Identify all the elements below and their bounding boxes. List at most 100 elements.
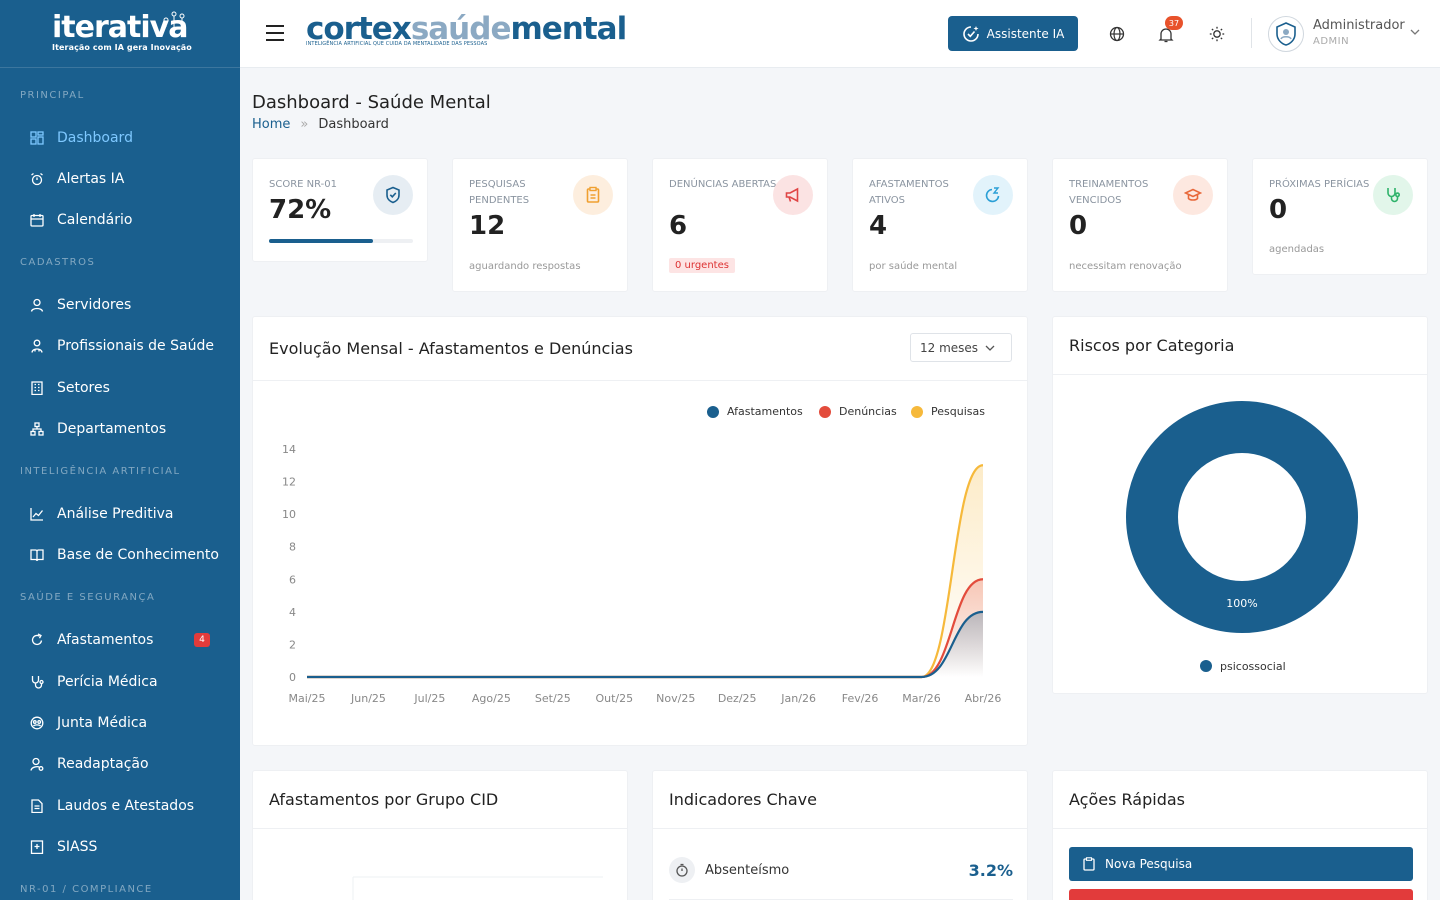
stat-card: TREINAMENTOS VENCIDOS 0 necessitam renov…: [1052, 158, 1228, 292]
sidebar-item-label: Junta Médica: [57, 715, 148, 731]
notifications-bell-icon[interactable]: [1158, 27, 1174, 43]
series-area: [307, 611, 983, 677]
menu-toggle-icon[interactable]: [266, 25, 284, 41]
ia-assistant-button[interactable]: Assistente IA: [948, 16, 1078, 51]
sidebar-item-label: Laudos e Atestados: [57, 798, 195, 814]
y-tick-label: 12: [282, 476, 296, 489]
series-area: [307, 579, 983, 677]
logo-tagline: Iteração com IA gera Inovação: [52, 43, 192, 52]
actions-card-title: Ações Rápidas: [1053, 771, 1427, 829]
group-icon: [30, 716, 44, 730]
stat-footnote: aguardando respostas: [469, 261, 581, 272]
sidebar-item-junta-medica[interactable]: Junta Médica: [0, 705, 240, 741]
sidebar-item-servidores[interactable]: Servidores: [0, 287, 240, 323]
legend-item[interactable]: Afastamentos: [707, 405, 803, 418]
timer-icon: [669, 857, 695, 883]
stat-card: AFASTAMENTOS ATIVOS 4 por saúde mental: [852, 158, 1028, 292]
x-tick-label: Ago/25: [472, 692, 511, 705]
x-tick-label: Fev/26: [842, 692, 879, 705]
stat-value: 72%: [269, 195, 332, 225]
sidebar-item-dashboard[interactable]: Dashboard: [0, 120, 240, 156]
notifications-count-badge: 37: [1165, 16, 1183, 30]
legend-label[interactable]: psicossocial: [1220, 660, 1286, 673]
doctor-icon: [30, 339, 44, 353]
legend-label: Denúncias: [839, 405, 897, 418]
legend-label: Pesquisas: [931, 405, 985, 418]
sidebar-item-laudos-e-atestados[interactable]: Laudos e Atestados: [0, 788, 240, 824]
book-icon: [30, 548, 44, 562]
quick-action-button-2[interactable]: [1069, 889, 1413, 900]
cid-card-title: Afastamentos por Grupo CID: [253, 771, 627, 829]
stethoscope-icon: [30, 675, 44, 689]
stat-label: PESQUISAS PENDENTES: [469, 179, 530, 206]
stat-footnote: agendadas: [1269, 244, 1325, 255]
sidebar-item-calendario[interactable]: Calendário: [0, 202, 240, 238]
legend-dot: [911, 405, 923, 418]
legend-dot: [1200, 660, 1212, 672]
avatar[interactable]: [1268, 16, 1304, 52]
x-tick-label: Set/25: [535, 692, 571, 705]
sidebar-item-siass[interactable]: SIASS: [0, 829, 240, 865]
legend-item[interactable]: Denúncias: [819, 405, 897, 418]
sidebar-item-label: Dashboard: [57, 130, 133, 146]
x-tick-label: Jul/25: [413, 692, 445, 705]
sidebar-item-readaptacao[interactable]: Readaptação: [0, 746, 240, 782]
theme-sun-icon[interactable]: [1209, 26, 1225, 42]
donut-slice[interactable]: [1126, 401, 1358, 633]
evolution-card: Evolução Mensal - Afastamentos e Denúnci…: [252, 316, 1028, 746]
sidebar-item-label: Análise Preditiva: [57, 506, 174, 522]
brand-logo[interactable]: cortexsaúdemental INTELIGÊNCIA ARTIFICIA…: [306, 11, 627, 47]
x-tick-label: Mai/25: [289, 692, 326, 705]
building-icon: [30, 381, 44, 395]
sidebar-item-analise-preditiva[interactable]: Análise Preditiva: [0, 496, 240, 532]
logo[interactable]: iterativa Iteração com IA gera Inovação: [0, 0, 240, 68]
sidebar-item-profissionais-de-saude[interactable]: Profissionais de Saúde: [0, 328, 240, 364]
ia-assistant-label: Assistente IA: [986, 26, 1065, 41]
x-tick-label: Jun/25: [350, 692, 386, 705]
breadcrumb-home-link[interactable]: Home: [252, 117, 291, 132]
brand-part-3: mental: [510, 11, 627, 47]
evolution-area-chart: 0 2 4 6 8 10 12 14 Mai/25 Jun/25 Jul/25 Ago/25 Set/2…: [282, 443, 1001, 705]
stat-value: 4: [869, 211, 888, 241]
user-menu-chevron-icon[interactable]: [1410, 28, 1420, 36]
period-select[interactable]: 12 meses: [910, 333, 1012, 362]
legend-dot: [707, 405, 719, 418]
legend-item[interactable]: Pesquisas: [911, 405, 985, 418]
sidebar-item-base-de-conhecimento[interactable]: Base de Conhecimento: [0, 537, 240, 573]
stat-card: SCORE NR-01 72%: [252, 158, 428, 262]
stat-value: 12: [469, 211, 506, 241]
sidebar-item-label: Afastamentos: [57, 632, 154, 648]
stat-label: SCORE NR-01: [269, 179, 338, 190]
new-survey-button[interactable]: Nova Pesquisa: [1069, 847, 1413, 881]
sidebar-item-departamentos[interactable]: Departamentos: [0, 411, 240, 447]
sidebar-section-title: SAÚDE E SEGURANÇA: [20, 592, 156, 603]
sidebar-item-alertas-ia[interactable]: Alertas IA: [0, 161, 240, 197]
y-tick-label: 0: [289, 671, 296, 684]
user-cog-icon: [30, 757, 44, 771]
chevron-down-icon: [985, 345, 995, 351]
urgent-badge: 0 urgentes: [669, 258, 735, 273]
sidebar-item-badge: 4: [194, 633, 210, 647]
sidebar-item-pericia-medica[interactable]: Perícia Médica: [0, 664, 240, 700]
y-tick-label: 14: [282, 443, 296, 456]
series-line: [307, 610, 984, 679]
refresh-icon: [30, 633, 44, 647]
y-tick-label: 6: [289, 573, 296, 586]
breadcrumb-separator-icon: »: [300, 117, 309, 132]
hospital-icon: [30, 840, 44, 854]
user-role: ADMIN: [1313, 36, 1350, 47]
kpi-card: Indicadores Chave Absenteísmo 3.2%: [652, 770, 1028, 900]
x-tick-label: Nov/25: [656, 692, 695, 705]
stat-value: 6: [669, 211, 688, 241]
language-globe-icon[interactable]: [1109, 26, 1125, 42]
sidebar-section-title: NR-01 / COMPLIANCE: [20, 884, 153, 895]
user-name[interactable]: Administrador: [1313, 18, 1405, 33]
brand-part-2: saúde: [410, 11, 512, 47]
sidebar-item-afastamentos[interactable]: Afastamentos 4: [0, 622, 240, 658]
shield-check-icon: [373, 175, 413, 215]
sidebar-item-setores[interactable]: Setores: [0, 370, 240, 406]
sidebar-item-label: Departamentos: [57, 421, 167, 437]
clipboard-icon: [573, 175, 613, 215]
kpi-name: Absenteísmo: [705, 862, 790, 878]
graduation-icon: [1173, 175, 1213, 215]
